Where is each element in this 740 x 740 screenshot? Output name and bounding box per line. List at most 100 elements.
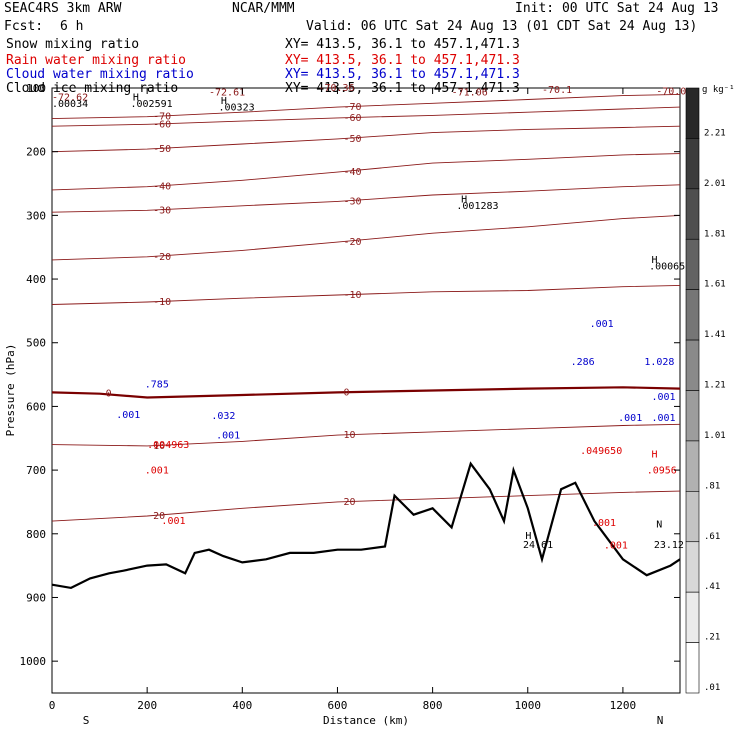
temperature-contour xyxy=(51,284,681,305)
field-annotation: H xyxy=(651,255,657,266)
field-annotation: .001 xyxy=(161,516,185,527)
temperature-contour-label: -70 xyxy=(343,102,361,113)
terrain-layer xyxy=(51,461,681,590)
field-annotation: 1.028 xyxy=(644,357,674,368)
fcst-label: Fcst: xyxy=(4,19,43,34)
init-time: Init: 00 UTC Sat 24 Aug 13 xyxy=(515,1,719,16)
temperature-contour-label: -60 xyxy=(153,119,171,130)
y-tick-label: 700 xyxy=(26,464,46,477)
temperature-contour-label: -70 xyxy=(153,112,171,123)
temperature-contour xyxy=(51,184,681,213)
y-tick-label: 300 xyxy=(26,209,46,222)
field-annotation: H xyxy=(221,96,227,107)
field-annotation: H xyxy=(525,531,531,542)
x-axis-north-label: N xyxy=(657,714,664,727)
y-tick-label: 500 xyxy=(26,337,46,350)
field-annotation: -71.06 xyxy=(452,88,488,99)
colorbar-swatch xyxy=(685,188,700,240)
colorbar-swatch xyxy=(685,138,700,190)
colorbar-label: 1.81 xyxy=(704,229,726,239)
temperature-contour-label: -20 xyxy=(343,237,361,248)
field-annotation: .049650 xyxy=(580,446,622,457)
x-tick-label: 0 xyxy=(49,699,56,712)
temperature-contour xyxy=(51,106,681,127)
org-title: NCAR/MMM xyxy=(232,1,295,16)
colorbar-label: 2.01 xyxy=(704,179,726,189)
x-tick-label: 600 xyxy=(328,699,348,712)
temperature-contour-label: 10 xyxy=(343,430,355,441)
colorbar-swatch xyxy=(685,390,700,442)
field-annotation: .00065 xyxy=(649,262,685,273)
x-tick-label: 800 xyxy=(423,699,443,712)
field-snow-name: Snow mixing ratio xyxy=(6,37,139,52)
temperature-contour-label: 20 xyxy=(343,497,355,508)
field-annotation: -70.1 xyxy=(542,85,572,96)
colorbar-swatch xyxy=(685,339,700,391)
field-cloudwater-name: Cloud water mixing ratio xyxy=(6,67,194,82)
field-annotation: .001 xyxy=(145,465,169,476)
temperature-contour-label: -10 xyxy=(153,297,171,308)
field-annotation: .001 xyxy=(651,392,675,403)
fcst-value: 6 h xyxy=(60,19,83,34)
temperature-contour-label: -40 xyxy=(343,167,361,178)
field-annotation: .001 xyxy=(116,410,140,421)
x-axis-south-label: S xyxy=(83,714,90,727)
colorbar-swatch xyxy=(685,491,700,543)
field-annotation: H xyxy=(461,195,467,206)
colorbar-label: 1.01 xyxy=(704,431,726,441)
temperature-contour xyxy=(51,490,681,522)
temperature-contour-label: 20 xyxy=(153,511,165,522)
field-annotation: .002591 xyxy=(131,99,173,110)
temperature-contour-label: 0 xyxy=(106,389,112,400)
x-tick-label: 400 xyxy=(232,699,252,712)
y-tick-label: 900 xyxy=(26,591,46,604)
field-snow-xy: XY= 413.5, 36.1 to 457.1,471.3 xyxy=(285,37,520,52)
field-annotation: -72.61 xyxy=(209,88,245,99)
temperature-contour-label: -50 xyxy=(343,134,361,145)
field-rain-xy: XY= 413.5, 36.1 to 457.1,471.3 xyxy=(285,53,520,68)
field-annotation: .001 xyxy=(604,540,628,551)
field-annotation: .001283 xyxy=(456,201,498,212)
colorbar-swatch xyxy=(685,289,700,341)
x-tick-label: 200 xyxy=(137,699,157,712)
field-annotation: 23.12 xyxy=(654,540,684,551)
temperature-contour xyxy=(51,386,681,399)
field-annotation: 24.61 xyxy=(523,540,553,551)
field-annotation: H xyxy=(651,449,657,460)
temperature-contour-label: 0 xyxy=(343,387,349,398)
colorbar-label: .61 xyxy=(704,532,720,542)
field-cloudwater-xy: XY= 413.5, 36.1 to 457.1,471.3 xyxy=(285,67,520,82)
field-annotation: .001 xyxy=(651,413,675,424)
field-annotation: .032 xyxy=(211,411,235,422)
colorbar-swatch xyxy=(685,541,700,593)
field-annotation: -70.36 xyxy=(318,83,354,94)
temperature-contour xyxy=(51,93,681,120)
field-annotation: N xyxy=(656,519,662,530)
temperature-contour-label: -30 xyxy=(153,205,171,216)
field-annotation: .001 xyxy=(592,518,616,529)
valid-time: Valid: 06 UTC Sat 24 Aug 13 (01 CDT Sat … xyxy=(306,19,697,34)
temperature-contour xyxy=(51,423,681,447)
field-annotation: H xyxy=(133,93,139,104)
colorbar-label: .21 xyxy=(704,633,720,643)
field-annotation: .00323 xyxy=(219,102,255,113)
y-tick-label: 400 xyxy=(26,273,46,286)
field-annotation: -72.62 xyxy=(52,93,88,104)
colorbar-swatch xyxy=(685,87,700,139)
temperature-contour-label: -60 xyxy=(343,113,361,124)
colorbar-swatch xyxy=(685,238,700,290)
colorbar-swatch xyxy=(685,440,700,492)
colorbar-swatch xyxy=(685,591,700,643)
temperature-contour xyxy=(51,214,681,261)
field-annotation: .286 xyxy=(571,357,595,368)
y-tick-label: 100 xyxy=(26,82,46,95)
temperature-contour-label: 10 xyxy=(153,441,165,452)
field-annotations: -72.62 -72.61 -70.36 -71.06 -70.1 -70.0 .00034… xyxy=(52,83,686,551)
model-title: SEAC4RS 3km ARW xyxy=(4,1,122,16)
colorbar: 2.21 2.01 1.81 1.61 1.41 1.21 1.01 .81 .61 .41 .21… xyxy=(685,87,726,694)
plot-frame xyxy=(51,87,681,694)
field-annotation: .001 xyxy=(618,413,642,424)
colorbar-label: 1.41 xyxy=(704,330,726,340)
field-annotation: .004963 xyxy=(147,440,189,451)
